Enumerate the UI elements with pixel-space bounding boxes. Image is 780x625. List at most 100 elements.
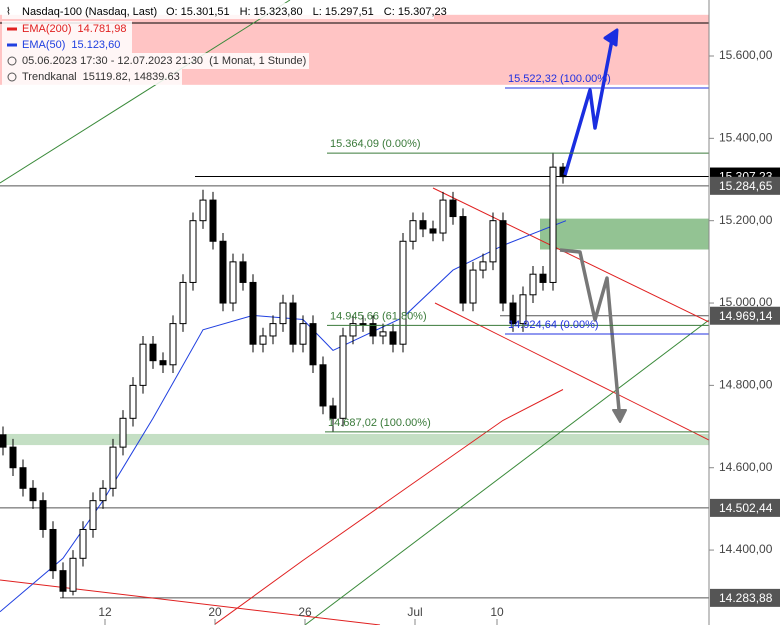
candle-body xyxy=(439,199,447,234)
zone xyxy=(540,218,709,250)
red-trendline xyxy=(432,187,709,323)
candle-body xyxy=(259,335,267,345)
price-label: 14.502,44 xyxy=(719,501,773,515)
price-label-box xyxy=(710,176,780,195)
x-tick-label: 20 xyxy=(208,605,222,619)
candle-body xyxy=(169,323,177,366)
candle-body xyxy=(339,335,347,419)
trend-channel-lower xyxy=(304,319,709,625)
candle-body xyxy=(239,261,247,283)
candle-body xyxy=(129,384,137,419)
y-tick-label: 15.200,00 xyxy=(719,213,773,227)
candle-body xyxy=(509,302,517,325)
ema-line xyxy=(214,389,564,625)
fib-label: 15.364,09 (0.00%) xyxy=(330,138,421,150)
y-tick-label: 14.400,00 xyxy=(719,542,773,556)
candle-body xyxy=(219,240,227,304)
price-label: 14.283,88 xyxy=(719,591,773,605)
legend-name: EMA(50) xyxy=(22,39,65,51)
plot-area: 15.522,32 (100.00%) 15.364,09 (0.00%) 14.9… xyxy=(0,0,709,625)
legend-value: (1 Monat, 1 Stunde) xyxy=(209,55,306,67)
legend-icon xyxy=(7,56,17,66)
legend-name: Trendkanal xyxy=(22,71,77,83)
candle-body xyxy=(369,323,377,337)
candle-body xyxy=(49,528,57,572)
price-label-box xyxy=(710,306,780,325)
legend-bg xyxy=(2,3,434,19)
price-label-box xyxy=(710,588,780,607)
legend-name: 05.06.2023 17:30 - 12.07.2023 21:30 xyxy=(22,55,203,67)
arrow-head xyxy=(612,409,627,423)
candle-body xyxy=(539,273,547,283)
legend-value: 14.781,98 xyxy=(78,23,127,35)
trend-channel-upper xyxy=(0,0,291,184)
candle-body xyxy=(549,166,557,283)
candle-body xyxy=(179,281,187,325)
symbol-name: Nasdaq-100 (Nasdaq, Last) xyxy=(22,6,157,18)
candle-body xyxy=(189,220,197,283)
candle-body xyxy=(469,269,477,304)
bear-arrow xyxy=(559,248,621,411)
price-label: 14.969,14 xyxy=(719,309,773,323)
red-trendline xyxy=(0,579,381,625)
legend-name: EMA(200) xyxy=(22,23,72,35)
candle-body xyxy=(99,487,107,502)
candle-body xyxy=(29,487,37,502)
candle-body xyxy=(139,343,147,386)
ohlc-value: L: 15.297,51 xyxy=(313,6,374,18)
y-tick-label: 15.600,00 xyxy=(719,48,773,62)
legend-value: 15.123,60 xyxy=(71,39,120,51)
arrow-head xyxy=(603,28,619,47)
legend-bg xyxy=(2,69,182,85)
candle-body xyxy=(349,323,357,337)
y-tick-label: 14.600,00 xyxy=(719,460,773,474)
candle-body xyxy=(289,302,297,345)
candle-body xyxy=(329,405,337,419)
x-tick-label: Jul xyxy=(407,605,422,619)
candle-body xyxy=(209,199,217,242)
ohlc-value: O: 15.301,51 xyxy=(166,6,230,18)
fib-label: 14.924,64 (0.00%) xyxy=(508,319,599,331)
candle-body xyxy=(319,364,327,407)
candle-body xyxy=(119,417,127,448)
fib-label: 14.687,02 (100.00%) xyxy=(328,417,431,429)
candle-body xyxy=(459,216,467,304)
candle-body xyxy=(229,261,237,304)
candle-body xyxy=(309,323,317,366)
y-tick-label: 15.000,00 xyxy=(719,295,773,309)
legend-bg xyxy=(2,53,309,69)
candle-body xyxy=(529,273,537,296)
indicator-lines xyxy=(0,220,567,625)
candle-body xyxy=(399,240,407,345)
legend-bg xyxy=(2,37,132,53)
x-tick-label: 10 xyxy=(490,605,504,619)
axes: 14.400,00 14.600,00 14.800,00 15.000,00 15.2… xyxy=(98,48,780,625)
scenario-arrows xyxy=(559,28,627,423)
fib-label: 14.945,66 (61.80%) xyxy=(330,310,427,322)
legend-bg xyxy=(2,21,132,37)
bull-arrow xyxy=(563,39,614,176)
ohlc-value: C: 15.307,23 xyxy=(384,6,447,18)
price-label-box xyxy=(710,498,780,517)
candle-body xyxy=(489,220,497,263)
candle-body xyxy=(39,500,47,530)
candle-body xyxy=(519,294,527,325)
candle-body xyxy=(19,467,27,489)
fib-levels: 15.522,32 (100.00%) 15.364,09 (0.00%) 14.9… xyxy=(325,73,709,433)
legend: ⌇ Nasdaq-100 (Nasdaq, Last) O: 15.301,51 H:… xyxy=(2,3,447,85)
candle-body xyxy=(429,228,437,234)
legend-value: 15119.82, 14839.63 xyxy=(83,71,180,83)
candle-body xyxy=(479,261,487,271)
fib-label: 15.522,32 (100.00%) xyxy=(508,73,611,85)
ohlc-value: H: 15.323,80 xyxy=(240,6,303,18)
candle-body xyxy=(109,446,117,489)
legend-icon xyxy=(7,72,17,82)
candle-body xyxy=(279,302,287,325)
candle-body xyxy=(389,331,397,345)
candle-body xyxy=(89,500,97,530)
candle-body xyxy=(9,446,17,469)
candle-body xyxy=(249,281,257,345)
candle-body xyxy=(359,323,367,326)
candle-body xyxy=(269,323,277,337)
